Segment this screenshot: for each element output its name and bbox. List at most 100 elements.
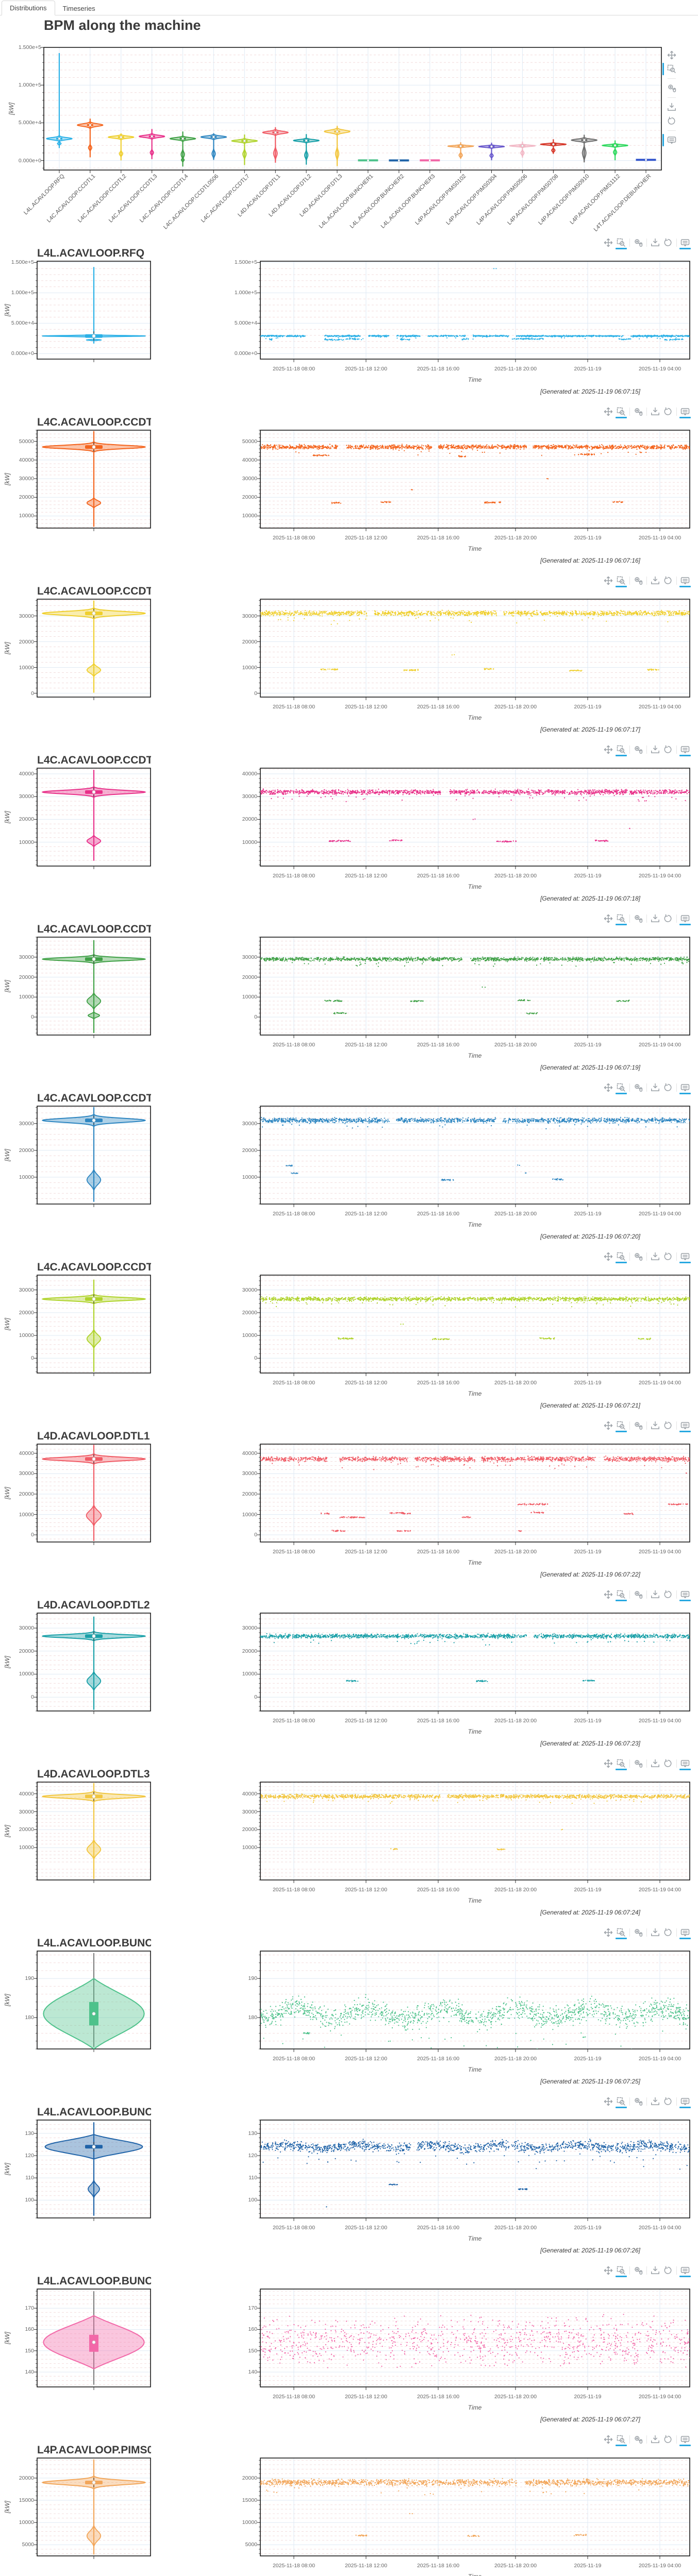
timeseries-figure[interactable]	[255, 598, 697, 706]
hover-icon[interactable]	[679, 745, 691, 756]
save-icon[interactable]	[651, 2097, 660, 2106]
hover-icon[interactable]	[679, 2097, 691, 2108]
reset-icon[interactable]	[663, 576, 673, 585]
reset-icon[interactable]	[663, 238, 673, 247]
hover-icon[interactable]	[679, 238, 691, 249]
box-zoom-icon[interactable]	[616, 2266, 627, 2277]
wheel-zoom-icon[interactable]	[634, 2435, 643, 2444]
timeseries-figure[interactable]	[255, 1105, 697, 1213]
violin-figure[interactable]	[32, 1105, 156, 1211]
overview-violin-plot[interactable]	[39, 45, 667, 175]
box-zoom-icon[interactable]	[616, 1421, 627, 1432]
pan-icon[interactable]	[604, 1083, 613, 1092]
timeseries-figure[interactable]	[255, 1274, 697, 1382]
reset-icon[interactable]	[663, 2435, 673, 2444]
wheel-zoom-icon[interactable]	[634, 1759, 643, 1768]
wheel-zoom-icon[interactable]	[634, 745, 643, 754]
wheel-zoom-icon[interactable]	[634, 576, 643, 585]
violin-figure[interactable]	[32, 767, 156, 873]
wheel-zoom-icon[interactable]	[634, 1252, 643, 1261]
pan-icon[interactable]	[667, 50, 676, 60]
box-zoom-icon[interactable]	[616, 576, 627, 587]
box-zoom-icon[interactable]	[616, 238, 627, 249]
reset-icon[interactable]	[663, 1252, 673, 1261]
timeseries-figure[interactable]	[255, 2288, 697, 2396]
box-zoom-icon[interactable]	[616, 1590, 627, 1601]
box-zoom-icon[interactable]	[616, 745, 627, 756]
violin-figure[interactable]	[32, 1781, 156, 1887]
violin-figure[interactable]	[32, 429, 156, 535]
save-icon[interactable]	[651, 407, 660, 416]
reset-icon[interactable]	[663, 914, 673, 923]
save-icon[interactable]	[651, 1590, 660, 1599]
pan-icon[interactable]	[604, 745, 613, 754]
pan-icon[interactable]	[604, 238, 613, 247]
violin-figure[interactable]	[32, 1443, 156, 1549]
box-zoom-icon[interactable]	[616, 407, 627, 418]
violin-figure[interactable]	[32, 598, 156, 704]
wheel-zoom-icon[interactable]	[667, 83, 676, 93]
timeseries-figure[interactable]	[255, 936, 697, 1044]
timeseries-figure[interactable]	[255, 1950, 697, 2058]
save-icon[interactable]	[651, 2435, 660, 2444]
pan-icon[interactable]	[604, 2097, 613, 2106]
hover-icon[interactable]	[679, 576, 691, 587]
wheel-zoom-icon[interactable]	[634, 238, 643, 247]
timeseries-figure[interactable]	[255, 1781, 697, 1889]
pan-icon[interactable]	[604, 914, 613, 923]
save-icon[interactable]	[651, 1252, 660, 1261]
tab-timeseries[interactable]: Timeseries	[62, 5, 95, 12]
hover-icon[interactable]	[679, 1252, 691, 1263]
reset-icon[interactable]	[663, 2266, 673, 2275]
pan-icon[interactable]	[604, 576, 613, 585]
hover-icon[interactable]	[679, 2435, 691, 2446]
hover-icon[interactable]	[679, 407, 691, 418]
violin-figure[interactable]	[32, 260, 156, 366]
timeseries-figure[interactable]	[255, 1443, 697, 1551]
violin-figure[interactable]	[32, 2457, 156, 2563]
hover-icon[interactable]	[662, 134, 676, 146]
reset-icon[interactable]	[663, 407, 673, 416]
wheel-zoom-icon[interactable]	[634, 2266, 643, 2275]
reset-icon[interactable]	[663, 1421, 673, 1430]
reset-icon[interactable]	[663, 745, 673, 754]
wheel-zoom-icon[interactable]	[634, 2097, 643, 2106]
reset-icon[interactable]	[663, 1759, 673, 1768]
box-zoom-icon[interactable]	[616, 914, 627, 925]
save-icon[interactable]	[651, 1083, 660, 1092]
box-zoom-icon[interactable]	[616, 1759, 627, 1770]
pan-icon[interactable]	[604, 1928, 613, 1937]
timeseries-figure[interactable]	[255, 2457, 697, 2565]
violin-figure[interactable]	[32, 1274, 156, 1380]
pan-icon[interactable]	[604, 1421, 613, 1430]
hover-icon[interactable]	[679, 1590, 691, 1601]
save-icon[interactable]	[651, 576, 660, 585]
save-icon[interactable]	[651, 238, 660, 247]
pan-icon[interactable]	[604, 1590, 613, 1599]
wheel-zoom-icon[interactable]	[634, 1590, 643, 1599]
save-icon[interactable]	[651, 914, 660, 923]
hover-icon[interactable]	[679, 1928, 691, 1939]
box-zoom-icon[interactable]	[616, 2097, 627, 2108]
hover-icon[interactable]	[679, 2266, 691, 2277]
pan-icon[interactable]	[604, 2435, 613, 2444]
hover-icon[interactable]	[679, 1083, 691, 1094]
save-icon[interactable]	[667, 103, 676, 112]
timeseries-figure[interactable]	[255, 767, 697, 875]
wheel-zoom-icon[interactable]	[634, 407, 643, 416]
reset-icon[interactable]	[667, 116, 676, 126]
timeseries-figure[interactable]	[255, 429, 697, 537]
save-icon[interactable]	[651, 1928, 660, 1937]
timeseries-figure[interactable]	[255, 2119, 697, 2227]
hover-icon[interactable]	[679, 1421, 691, 1432]
reset-icon[interactable]	[663, 1083, 673, 1092]
wheel-zoom-icon[interactable]	[634, 1928, 643, 1937]
violin-figure[interactable]	[32, 2119, 156, 2225]
violin-figure[interactable]	[32, 936, 156, 1042]
save-icon[interactable]	[651, 1759, 660, 1768]
reset-icon[interactable]	[663, 1928, 673, 1937]
wheel-zoom-icon[interactable]	[634, 1083, 643, 1092]
box-zoom-icon[interactable]	[616, 2435, 627, 2446]
violin-figure[interactable]	[32, 1950, 156, 2056]
pan-icon[interactable]	[604, 1759, 613, 1768]
